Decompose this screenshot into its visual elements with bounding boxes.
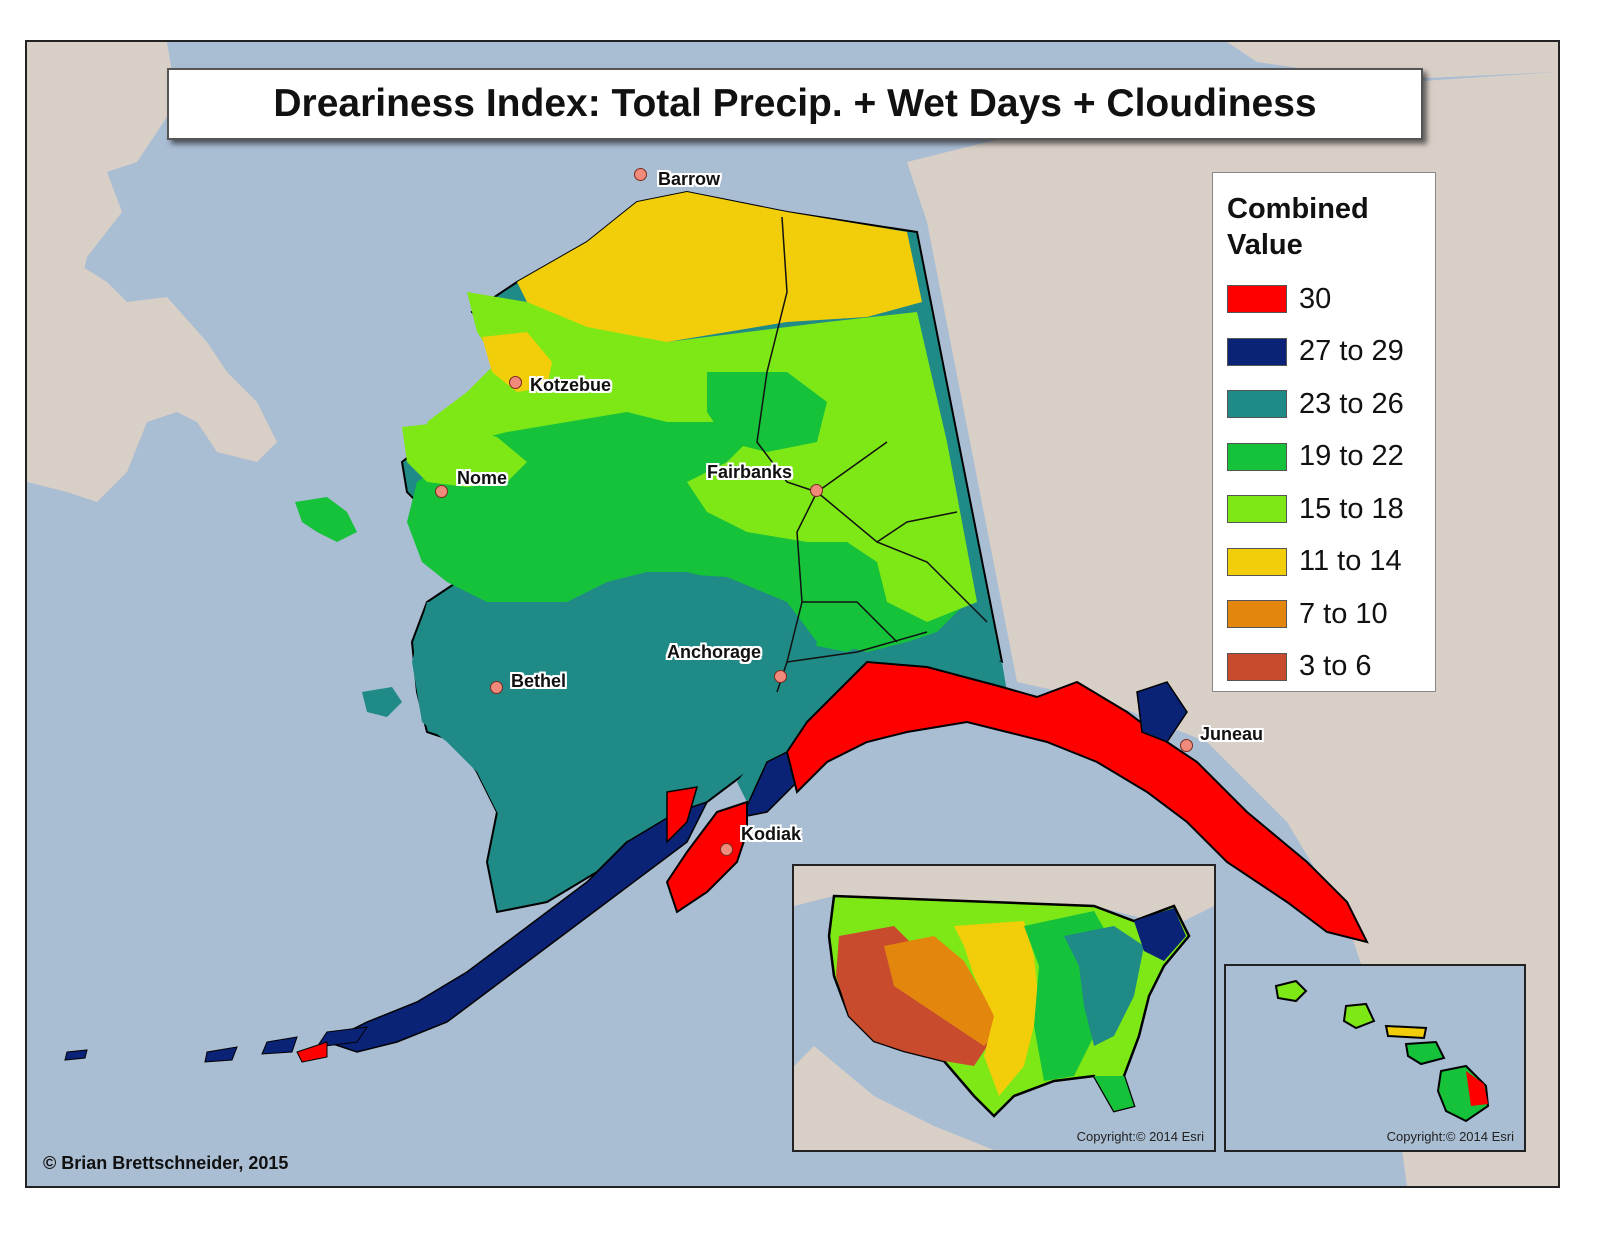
city-label-nome: Nome	[457, 468, 508, 488]
zone-27-29-se	[1136, 681, 1188, 743]
zone-23-26-sw	[412, 572, 817, 852]
legend-title-line1: Combined	[1227, 193, 1369, 225]
legend-swatch	[1227, 337, 1287, 366]
legend-label: 15 to 18	[1299, 492, 1404, 525]
legend-swatch	[1227, 442, 1287, 471]
hawaii-inset: Copyright:© 2014 Esri	[1224, 964, 1526, 1152]
city-label-fairbanks: Fairbanks	[707, 462, 793, 482]
author-credit: © Brian Brettschneider, 2015	[43, 1153, 289, 1173]
legend-item: 7 to 10	[1227, 588, 1421, 641]
legend-label: 23 to 26	[1299, 387, 1404, 420]
map-title: Dreariness Index: Total Precip. + Wet Da…	[273, 82, 1317, 125]
bethel-marker	[490, 681, 503, 694]
barrow-marker	[634, 168, 647, 181]
legend-item: 30	[1227, 273, 1421, 326]
conus-florida	[1094, 1076, 1134, 1111]
legend-swatch	[1227, 390, 1287, 419]
conus-yellow-plains	[954, 921, 1039, 1096]
legend-item: 3 to 6	[1227, 641, 1421, 694]
hawaii-maui	[1404, 1040, 1446, 1066]
zone-27-29-aleutians	[64, 1026, 369, 1063]
city-label-barrow: Barrow	[658, 169, 721, 189]
road-network	[756, 216, 988, 693]
chukotka-land	[27, 257, 277, 502]
legend-item: 27 to 29	[1227, 326, 1421, 379]
city-label-kotzebue: Kotzebue	[530, 375, 611, 395]
nome-marker	[435, 485, 448, 498]
zone-30-kodiak	[665, 800, 748, 914]
city-label-anchorage: Anchorage	[667, 642, 762, 662]
legend-items: 30 27 to 29 23 to 26 19 to 22 15 to 18 1…	[1227, 273, 1421, 693]
zone-23-26-nunivak	[362, 687, 402, 717]
legend-item: 19 to 22	[1227, 431, 1421, 484]
zone-30-aleutians	[296, 1041, 328, 1063]
zone-19-22-interior	[707, 372, 827, 452]
legend-swatch	[1227, 547, 1287, 576]
zone-30-peninsula	[666, 786, 699, 844]
zone-30-gulf	[785, 660, 1369, 944]
map-frame: Dreariness Index: Total Precip. + Wet Da…	[25, 40, 1560, 1188]
fairbanks-marker	[810, 484, 823, 497]
conus-orange	[884, 936, 1004, 1046]
zone-27-29-south	[325, 800, 709, 1053]
city-label-bethel: Bethel	[511, 671, 567, 691]
city-label-kodiak: Kodiak	[741, 824, 802, 844]
alaska-map	[27, 42, 1558, 1186]
zone-11-14-north	[517, 192, 922, 342]
legend-swatch	[1227, 600, 1287, 629]
legend-item: 15 to 18	[1227, 483, 1421, 536]
legend-label: 19 to 22	[1299, 440, 1404, 473]
legend-title: Combined Value	[1227, 191, 1421, 263]
legend-label: 7 to 10	[1299, 597, 1388, 630]
legend-swatch	[1227, 285, 1287, 314]
mexico-land	[794, 1046, 994, 1150]
conus-blue-northeast	[1134, 908, 1186, 961]
hawaii-big-island-wet	[1466, 1071, 1488, 1106]
city-label-juneau: Juneau	[1200, 724, 1264, 744]
juneau-marker	[1180, 739, 1193, 752]
legend-title-line2: Value	[1227, 229, 1303, 261]
legend-item: 11 to 14	[1227, 536, 1421, 589]
kodiak-marker	[720, 843, 733, 856]
conus-teal-east	[1064, 926, 1144, 1046]
conus-inset: Copyright:© 2014 Esri	[792, 864, 1216, 1152]
legend: Combined Value 30 27 to 29 23 to 26 19 t…	[1212, 172, 1436, 692]
legend-item: 23 to 26	[1227, 378, 1421, 431]
legend-swatch	[1227, 652, 1287, 681]
canada-mexico-land	[794, 866, 1214, 926]
zone-15-18-seward	[402, 422, 527, 487]
legend-label: 11 to 14	[1299, 545, 1402, 578]
legend-swatch	[1227, 495, 1287, 524]
hawaii-kauai	[1274, 979, 1308, 1003]
conus-map	[794, 866, 1214, 1150]
legend-label: 3 to 6	[1299, 650, 1372, 683]
legend-label: 27 to 29	[1299, 335, 1404, 368]
anchorage-marker	[774, 670, 787, 683]
legend-label: 30	[1299, 282, 1332, 315]
title-box: Dreariness Index: Total Precip. + Wet Da…	[167, 68, 1423, 140]
zone-15-18-north	[427, 292, 977, 622]
conus-copyright: Copyright:© 2014 Esri	[1076, 1129, 1204, 1144]
zone-19-22-stlawrence	[295, 497, 357, 542]
hawaii-map	[1226, 966, 1524, 1150]
hawaii-copyright: Copyright:© 2014 Esri	[1386, 1129, 1514, 1144]
hawaii-oahu	[1342, 1002, 1376, 1030]
zone-11-14-kotzebue	[482, 332, 552, 392]
kotzebue-marker	[509, 376, 522, 389]
hawaii-molokai	[1384, 1024, 1428, 1040]
